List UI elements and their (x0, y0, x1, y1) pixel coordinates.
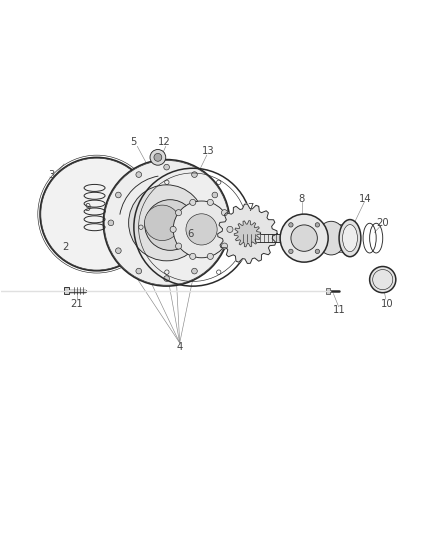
Circle shape (190, 199, 196, 205)
Text: 12: 12 (158, 137, 171, 147)
Circle shape (222, 243, 228, 249)
Circle shape (136, 172, 141, 177)
Text: 13: 13 (202, 146, 214, 156)
Text: 21: 21 (71, 298, 84, 309)
Text: 6: 6 (187, 229, 194, 239)
Ellipse shape (317, 221, 346, 255)
Polygon shape (218, 204, 277, 263)
Text: 14: 14 (359, 194, 371, 204)
Circle shape (207, 253, 213, 260)
Circle shape (219, 220, 225, 225)
Circle shape (154, 154, 162, 161)
Circle shape (289, 223, 293, 227)
Circle shape (164, 164, 170, 170)
Text: 20: 20 (376, 218, 389, 228)
Text: 10: 10 (381, 298, 393, 309)
Ellipse shape (343, 224, 357, 252)
Circle shape (289, 249, 293, 254)
Circle shape (116, 192, 121, 198)
Circle shape (212, 248, 218, 254)
Circle shape (315, 223, 320, 227)
Circle shape (280, 214, 328, 262)
Circle shape (145, 200, 195, 251)
Circle shape (103, 159, 230, 286)
Text: 4: 4 (177, 342, 183, 352)
Polygon shape (234, 221, 261, 247)
Circle shape (370, 266, 396, 293)
Text: 8: 8 (299, 194, 305, 204)
Circle shape (291, 225, 318, 252)
Circle shape (136, 268, 141, 274)
Text: 9: 9 (85, 203, 91, 213)
Circle shape (129, 185, 205, 261)
Circle shape (108, 220, 114, 225)
Circle shape (191, 268, 197, 274)
FancyBboxPatch shape (325, 288, 330, 294)
Text: 5: 5 (131, 137, 137, 147)
Circle shape (190, 253, 196, 260)
Circle shape (315, 249, 320, 254)
Circle shape (227, 227, 233, 232)
Circle shape (164, 276, 170, 281)
Text: 2: 2 (62, 242, 68, 252)
Ellipse shape (241, 234, 245, 242)
Text: 3: 3 (48, 170, 54, 180)
Ellipse shape (339, 220, 361, 257)
Circle shape (176, 243, 182, 249)
Circle shape (116, 248, 121, 254)
FancyBboxPatch shape (64, 287, 69, 294)
Circle shape (173, 201, 230, 258)
Circle shape (212, 192, 218, 198)
Circle shape (207, 199, 213, 205)
Circle shape (186, 214, 217, 245)
Circle shape (176, 209, 182, 216)
Circle shape (40, 157, 153, 271)
Circle shape (222, 209, 228, 216)
Circle shape (145, 205, 180, 240)
Text: 11: 11 (333, 305, 346, 315)
Circle shape (191, 172, 197, 177)
Circle shape (170, 227, 176, 232)
Text: 7: 7 (247, 203, 254, 213)
Circle shape (150, 149, 166, 165)
